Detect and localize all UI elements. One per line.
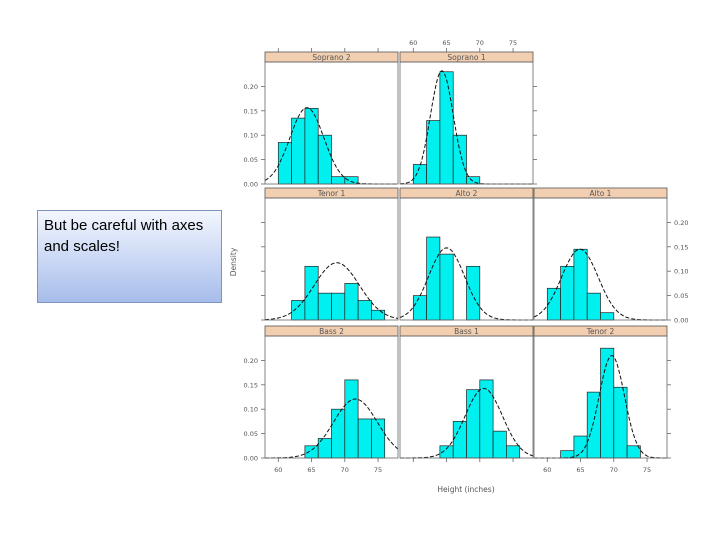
panel-tenor-1: Tenor 1	[261, 187, 399, 321]
histogram-bar	[371, 309, 386, 321]
histogram-bar	[573, 248, 588, 321]
x-tick-label: 75	[374, 466, 382, 474]
y-tick-label: 0.20	[244, 83, 258, 91]
y-tick-label: 0.15	[244, 381, 258, 389]
y-tick-label: 0.20	[674, 219, 688, 227]
histogram-bar	[317, 134, 332, 185]
panel-alto-1: Alto 1 0.00 0.05 0.10 0.15 0.20	[533, 187, 688, 325]
y-tick-label: 0.10	[674, 268, 688, 276]
callout-box: But be careful with axes and scales!	[37, 210, 222, 303]
y-tick-label: 0.05	[244, 430, 258, 438]
histogram-bar	[613, 386, 628, 459]
density-curve	[400, 388, 534, 459]
histogram-bar	[546, 287, 561, 321]
histogram-bar	[344, 379, 359, 459]
density-curve	[265, 262, 399, 321]
y-tick-label: 0.00	[244, 181, 258, 189]
panel-frame	[399, 335, 534, 459]
y-tick-label: 0.05	[244, 156, 258, 164]
histogram-bar	[586, 292, 601, 321]
histogram-bar	[439, 71, 454, 185]
y-tick-label: 0.10	[244, 132, 258, 140]
x-tick-label: 75	[509, 39, 517, 47]
histogram-bar	[304, 108, 319, 185]
histogram-bar	[344, 283, 359, 321]
y-tick-label: 0.10	[244, 406, 258, 414]
y-tick-label: 0.20	[244, 357, 258, 365]
panel-strip-label: Alto 1	[590, 189, 612, 198]
histogram-bar	[426, 120, 441, 185]
y-axis-label: Density	[229, 247, 238, 276]
panel-soprano-1: Soprano 1 60 65 70 75	[399, 39, 537, 185]
histogram-bar	[600, 347, 615, 459]
histogram-bar	[412, 295, 427, 321]
panel-frame	[399, 61, 534, 185]
panel-bass-1: Bass 1	[399, 325, 534, 462]
histogram-bar	[371, 418, 386, 459]
panel-frame	[264, 61, 399, 185]
x-tick-label: 60	[274, 466, 282, 474]
x-tick-label: 70	[341, 466, 349, 474]
histogram-bar	[452, 134, 467, 185]
histogram-bar	[304, 445, 319, 459]
panel-strip-label: Tenor 2	[586, 327, 615, 336]
panel-strip-label: Tenor 1	[317, 189, 346, 198]
histogram-bar	[331, 408, 346, 459]
histogram-bar	[600, 312, 615, 321]
panel-strip-label: Soprano 1	[447, 53, 486, 62]
density-curve	[265, 398, 399, 459]
panel-strip-label: Alto 2	[456, 189, 478, 198]
y-tick-label: 0.05	[674, 292, 688, 300]
callout-text: But be careful with axes and scales!	[44, 217, 204, 255]
histogram-bar	[357, 300, 372, 321]
histogram-bar	[492, 430, 507, 459]
histogram-bar	[277, 142, 292, 185]
y-tick-label: 0.15	[674, 243, 688, 251]
histogram-bar	[439, 253, 454, 321]
x-tick-label: 75	[643, 466, 651, 474]
y-tick-label: 0.15	[244, 107, 258, 115]
x-tick-label: 65	[442, 39, 450, 47]
x-tick-label: 70	[610, 466, 618, 474]
density-curve	[534, 355, 667, 459]
histogram-bar	[466, 265, 481, 321]
histogram-bar	[586, 391, 601, 459]
panel-strip-label: Bass 2	[319, 327, 344, 336]
x-axis-label: Height (inches)	[437, 485, 494, 494]
x-tick-label: 65	[307, 466, 315, 474]
y-tick-label: 0.00	[674, 317, 688, 325]
panel-frame	[399, 197, 534, 321]
histogram-bar	[560, 265, 575, 321]
histogram-bar	[344, 176, 359, 185]
panel-tenor-2: Tenor 2 60 65 70 75	[533, 325, 671, 474]
panel-frame	[533, 335, 668, 459]
panel-alto-2: Alto 2	[399, 187, 534, 321]
panel-frame	[264, 197, 399, 321]
panel-frame	[264, 335, 399, 459]
histogram-bar	[331, 176, 346, 185]
histogram-bar	[506, 445, 521, 459]
x-tick-label: 60	[409, 39, 417, 47]
panel-soprano-2: Soprano 2 0.00 0.05 0.10 0.15 0.20	[244, 48, 399, 189]
panel-strip-label: Bass 1	[454, 327, 479, 336]
histogram-bar	[426, 236, 441, 321]
panel-bass-2: Bass 2 0.00 0.05 0.10 0.15 0.20 60 65 70 75	[244, 325, 399, 474]
histogram-bar	[466, 389, 481, 459]
x-tick-label: 65	[576, 466, 584, 474]
histogram-bar	[479, 379, 494, 459]
panel-strip-label: Soprano 2	[312, 53, 351, 62]
histogram-bar	[357, 418, 372, 459]
x-tick-label: 60	[543, 466, 551, 474]
histogram-bar	[331, 292, 346, 321]
histogram-bar	[317, 292, 332, 321]
x-tick-label: 70	[476, 39, 484, 47]
density-curve	[399, 247, 533, 321]
panel-frame	[533, 197, 668, 321]
y-tick-label: 0.00	[244, 455, 258, 463]
histogram-bar	[412, 164, 427, 185]
histogram-bar	[304, 265, 319, 321]
